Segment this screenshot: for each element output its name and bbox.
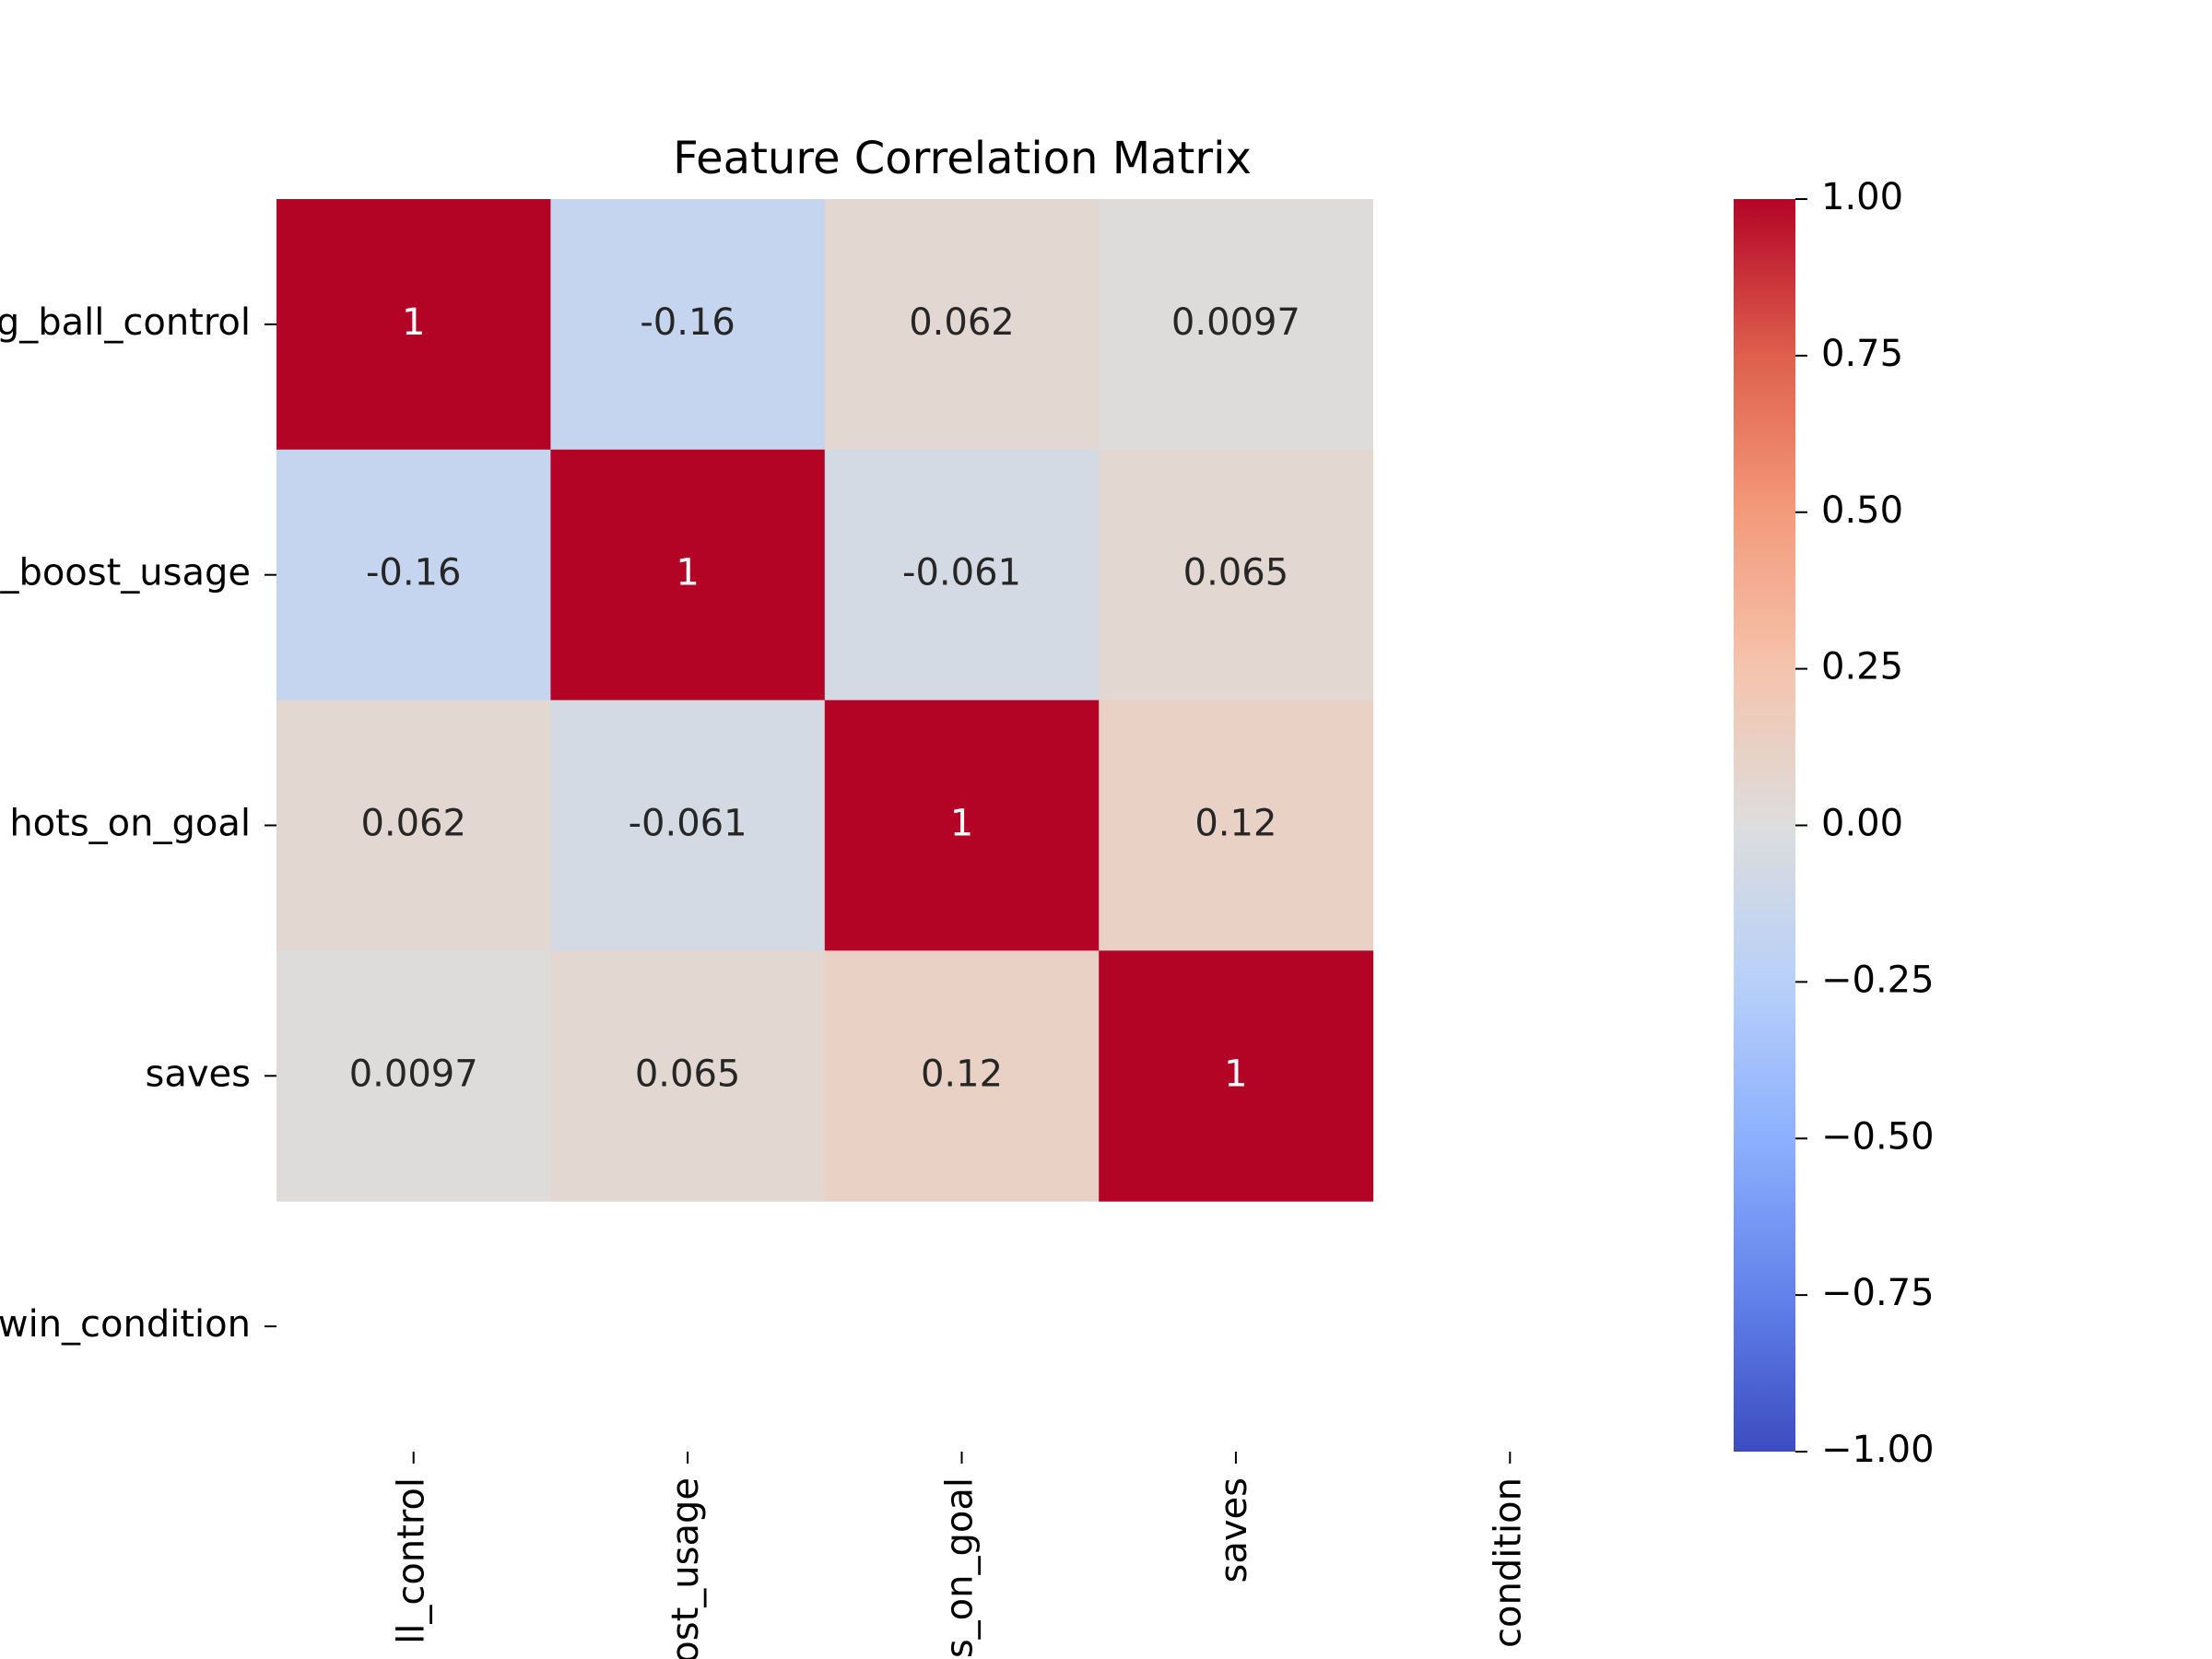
heatmap-cell [550,950,826,1202]
cell-label: 0.12 [921,1053,1003,1095]
colorbar-tick-label: −0.75 [1821,1272,1935,1314]
colorbar-tick-label: 1.00 [1821,176,1903,218]
colorbar-tick-label: 0.00 [1821,803,1903,845]
cell-label: -0.16 [640,301,735,344]
y-tick-label: hots_on_goal [9,803,251,845]
heatmap-cell [550,199,826,451]
heatmap-cell [1099,950,1374,1202]
heatmap-cell [824,449,1100,701]
heatmap-cell [276,700,551,951]
x-tick-label: ost_usage [665,1477,707,1659]
cell-label: 0.0097 [1171,301,1300,344]
heatmap-cell [276,950,551,1202]
cell-label: 0.0097 [349,1053,478,1095]
chart-title: Feature Correlation Matrix [673,133,1252,184]
heatmap-cell [824,950,1100,1202]
heatmap-cell [1099,700,1374,951]
y-tick-label: g_ball_control [0,301,251,344]
x-tick-label: condition [1487,1477,1529,1648]
cell-label: 0.062 [360,803,466,845]
y-tick-label: saves [146,1053,251,1095]
colorbar-tick-label: 0.75 [1821,333,1903,375]
cell-label: 1 [676,552,699,594]
colorbar-tick-label: 0.25 [1821,646,1903,688]
cell-label: 0.065 [1183,552,1289,594]
cell-label: -0.061 [902,552,1021,594]
cell-label: 0.12 [1194,803,1277,845]
heatmap-cell [824,199,1100,451]
colorbar-tick-label: −0.50 [1821,1115,1935,1158]
heatmap-cell [276,199,551,451]
heatmap-cell [1099,449,1374,701]
heatmap-cell [276,449,551,701]
y-tick-label: win_condition [0,1303,251,1346]
cell-label: 1 [402,301,425,344]
x-tick-label: s_on_goal [939,1477,982,1658]
cell-label: 1 [1224,1053,1247,1095]
colorbar-tick-label: −0.25 [1821,959,1935,1001]
colorbar [1734,199,1795,1452]
y-tick-label: _boost_usage [0,552,251,594]
x-tick-label: saves [1213,1477,1255,1583]
heatmap-cell [550,449,826,701]
cell-label: 0.065 [635,1053,741,1095]
cell-label: -0.061 [629,803,747,845]
heatmap-cell [1099,199,1374,451]
colorbar-tick-label: 0.50 [1821,489,1903,532]
heatmap-cell [824,700,1100,951]
cell-label: 0.062 [909,301,1015,344]
heatmap-cell [550,700,826,951]
x-tick-label: ll_control [391,1477,433,1644]
colorbar-tick-label: −1.00 [1821,1429,1935,1471]
cell-label: -0.16 [366,552,462,594]
cell-label: 1 [950,803,973,845]
